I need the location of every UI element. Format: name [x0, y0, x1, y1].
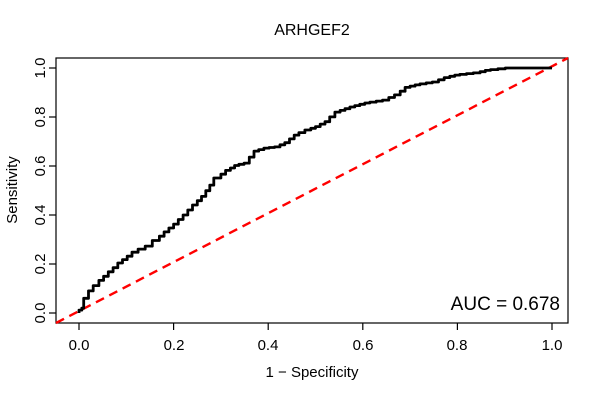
plot-box [55, 57, 569, 324]
x-axis-label: 1 − Specificity [265, 364, 359, 381]
plot-title: ARHGEF2 [274, 22, 350, 39]
x-tick-label-0.2: 0.2 [163, 337, 185, 354]
x-tick-label-0.6: 0.6 [352, 337, 374, 354]
x-tick-label-0.8: 0.8 [446, 337, 468, 354]
chance-diagonal-line [55, 56, 569, 325]
x-tick-label-0.0: 0.0 [68, 337, 90, 354]
tick-marks [49, 67, 553, 330]
x-tick-label-0.4: 0.4 [257, 337, 279, 354]
auc-annotation: AUC = 0.678 [450, 294, 560, 315]
roc-curve-line [77, 66, 552, 313]
x-tick-label-1.0: 1.0 [541, 337, 563, 354]
